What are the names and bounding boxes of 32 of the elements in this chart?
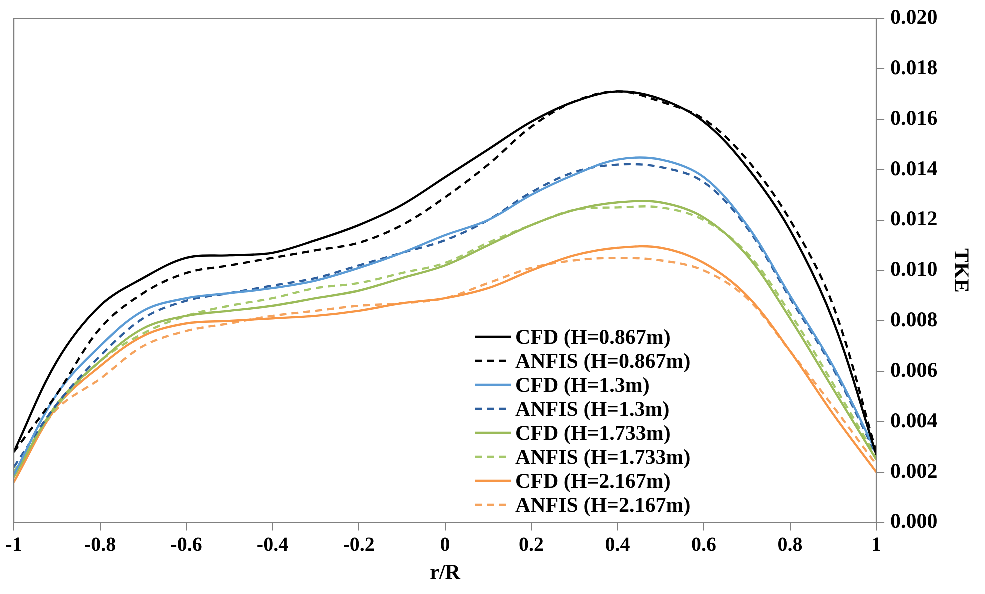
y-tick-label: 0.010 xyxy=(890,257,938,282)
y-tick-label: 0.008 xyxy=(890,308,938,332)
y-axis-title: TKE xyxy=(950,248,974,293)
x-tick-label: -0.8 xyxy=(84,534,116,556)
y-tick-label: 0.000 xyxy=(890,509,938,534)
legend-label: ANFIS (H=1.733m) xyxy=(515,444,691,469)
legend-label: CFD (H=0.867m) xyxy=(515,324,671,349)
y-tick-label: 0.012 xyxy=(890,206,938,231)
y-tick-label: 0.020 xyxy=(890,5,938,30)
legend-label: ANFIS (H=0.867m) xyxy=(515,348,691,373)
x-tick-label: 0.4 xyxy=(605,534,630,556)
legend-label: CFD (H=1.3m) xyxy=(515,372,650,397)
legend-label: CFD (H=2.167m) xyxy=(515,468,671,493)
y-tick-label: 0.004 xyxy=(890,408,938,432)
x-tick-label: -0.4 xyxy=(256,534,289,556)
x-tick-label: 0.2 xyxy=(519,534,544,556)
legend-label: ANFIS (H=1.3m) xyxy=(515,396,670,421)
x-tick-label: 0.6 xyxy=(692,534,717,556)
y-tick-label: 0.016 xyxy=(890,106,938,130)
x-tick-label: -1 xyxy=(6,534,22,556)
legend-label: ANFIS (H=2.167m) xyxy=(515,492,691,517)
y-tick-label: 0.002 xyxy=(890,458,938,483)
x-tick-label: 0.8 xyxy=(778,534,803,556)
x-tick-label: 1 xyxy=(872,534,882,556)
legend-label: CFD (H=1.733m) xyxy=(515,420,671,445)
y-tick-label: 0.014 xyxy=(890,156,938,180)
x-axis-title: r/R xyxy=(430,560,462,584)
x-tick-label: -0.2 xyxy=(343,534,375,556)
x-tick-label: -0.6 xyxy=(170,534,202,556)
y-tick-label: 0.018 xyxy=(890,55,938,80)
x-tick-label: 0 xyxy=(440,534,450,556)
y-tick-label: 0.006 xyxy=(890,358,938,382)
